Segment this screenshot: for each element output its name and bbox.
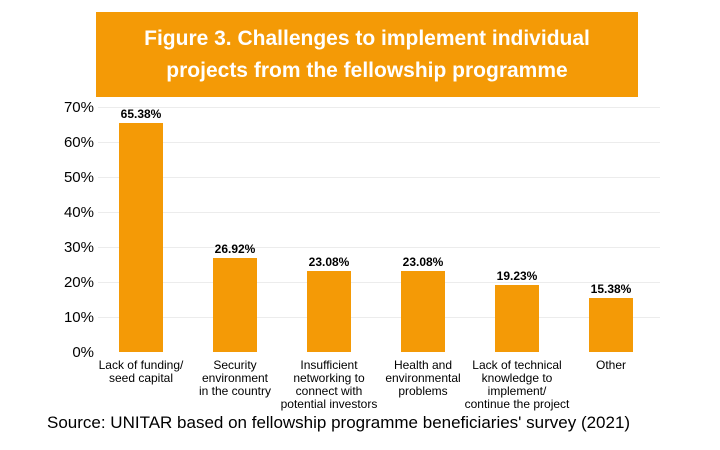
y-axis-tick-label: 30% bbox=[63, 238, 94, 256]
y-axis-tick-label: 20% bbox=[63, 273, 94, 291]
bar bbox=[213, 257, 257, 352]
y-axis-tick-label: 40% bbox=[63, 203, 94, 221]
y-axis-tick-label: 70% bbox=[63, 98, 94, 116]
chart-title-line-2: projects from the fellowship programme bbox=[166, 59, 568, 82]
bar-category-label: Security environment in the country bbox=[198, 358, 272, 398]
chart-title-line-1: Figure 3. Challenges to implement indivi… bbox=[144, 27, 590, 50]
chart-title-banner: Figure 3. Challenges to implement indivi… bbox=[96, 12, 638, 97]
y-axis-tick-label: 10% bbox=[63, 308, 94, 326]
bar-value-label: 23.08% bbox=[308, 255, 350, 270]
y-axis-tick-label: 0% bbox=[72, 343, 94, 361]
bar-value-label: 15.38% bbox=[590, 282, 632, 297]
gridline bbox=[98, 246, 660, 248]
bar-category-label: Health and environmental problems bbox=[385, 358, 461, 398]
gridline bbox=[98, 281, 660, 283]
bar bbox=[307, 271, 351, 352]
bar bbox=[401, 271, 445, 352]
source-note: Source: UNITAR based on fellowship progr… bbox=[47, 413, 631, 432]
bar-value-label: 19.23% bbox=[496, 268, 538, 283]
bar-value-label: 23.08% bbox=[402, 255, 444, 270]
bar-value-label: 65.38% bbox=[120, 107, 162, 122]
y-axis-tick-label: 50% bbox=[63, 168, 94, 186]
gridline bbox=[98, 106, 660, 108]
bar-category-label: Lack of funding/seed capital bbox=[98, 358, 184, 385]
bar-category-label: Insufficient networking to connect with pot… bbox=[280, 358, 378, 411]
bar-category-label: Other bbox=[595, 358, 626, 372]
bar bbox=[495, 284, 539, 352]
gridline bbox=[98, 176, 660, 178]
gridline bbox=[98, 141, 660, 143]
bar-value-label: 26.92% bbox=[214, 241, 256, 256]
gridline bbox=[98, 211, 660, 213]
bar bbox=[119, 123, 163, 352]
bar-category-label: Lack of technical knowledge to implement/c… bbox=[464, 358, 570, 411]
y-axis-tick-label: 60% bbox=[63, 133, 94, 151]
bar bbox=[589, 298, 633, 352]
gridline bbox=[98, 316, 660, 318]
